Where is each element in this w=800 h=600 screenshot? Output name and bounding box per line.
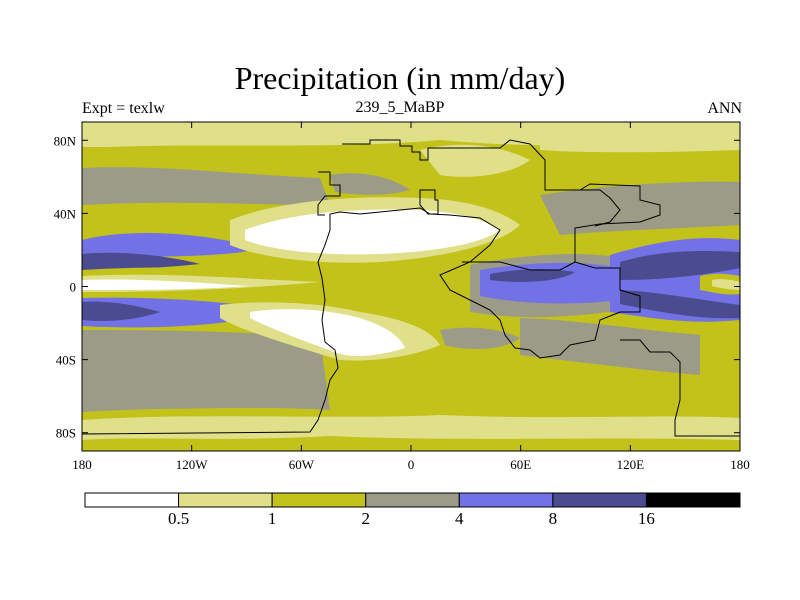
colorbar: 0.5 1 2 4 8 16 bbox=[84, 492, 741, 528]
band-north-pacific-dark bbox=[82, 252, 200, 270]
indian-ocean-dark bbox=[490, 269, 575, 282]
colorbar-level-label: 2 bbox=[361, 509, 370, 528]
colorbar-swatch bbox=[552, 492, 647, 508]
colorbar-swatch bbox=[458, 492, 554, 508]
lon-tick-label: 120W bbox=[176, 457, 209, 472]
season-label: ANN bbox=[707, 100, 742, 117]
indian-ocean-blue bbox=[480, 262, 620, 304]
latitude-axis: 80N 40N 0 40S 80S bbox=[54, 133, 740, 441]
colorbar-swatch bbox=[271, 492, 367, 508]
colorbar-level-label: 1 bbox=[268, 509, 277, 528]
colorbar-swatch bbox=[84, 492, 180, 508]
band-south-grey bbox=[82, 330, 330, 412]
lon-tick-label: 120E bbox=[617, 457, 645, 472]
band-south-polar-light bbox=[82, 415, 740, 440]
lat-tick-label: 80N bbox=[54, 133, 77, 148]
colorbar-level-label: 16 bbox=[638, 509, 655, 528]
north-continent-light bbox=[420, 144, 530, 177]
coastlines bbox=[82, 139, 740, 437]
experiment-label: Expt = texlw bbox=[82, 100, 165, 117]
chart-title: Precipitation (in mm/day) bbox=[234, 60, 566, 96]
south-dry-white bbox=[250, 309, 405, 356]
colorbar-level-label: 4 bbox=[455, 509, 464, 528]
lon-tick-label: 180 bbox=[72, 457, 92, 472]
west-pacific-dark bbox=[620, 251, 740, 280]
coastline-north-bay bbox=[317, 171, 341, 216]
coastline-south-east bbox=[620, 339, 740, 437]
lat-tick-label: 40S bbox=[56, 353, 76, 368]
north-dry-white bbox=[245, 209, 500, 255]
colorbar-level-label: 0.5 bbox=[168, 509, 189, 528]
colorbar-swatch bbox=[178, 492, 273, 508]
lon-tick-label: 60E bbox=[510, 457, 531, 472]
subtitle-label: 239_5_MaBP bbox=[355, 99, 445, 116]
lon-tick-label: 60W bbox=[289, 457, 315, 472]
coastline-inlet bbox=[419, 189, 439, 215]
colorbar-swatch bbox=[365, 492, 460, 508]
band-north-grey-east bbox=[540, 181, 740, 235]
band-south-pacific-dark bbox=[82, 301, 160, 322]
lat-tick-label: 0 bbox=[70, 280, 77, 295]
north-east-light bbox=[540, 127, 740, 153]
coastline-east bbox=[560, 189, 621, 227]
band-equatorial-white bbox=[82, 279, 250, 290]
longitude-axis: 180 120W 60W 0 60E 120E 180 bbox=[72, 122, 750, 472]
south-continent-grey bbox=[440, 327, 520, 350]
west-pacific-dark-south bbox=[620, 290, 740, 319]
band-north-grey bbox=[82, 167, 330, 205]
band-north-high bbox=[82, 122, 482, 136]
lat-tick-label: 40N bbox=[54, 206, 77, 221]
lat-tick-label: 80S bbox=[56, 426, 76, 441]
coastline-main bbox=[82, 139, 661, 435]
colorbar-swatch bbox=[645, 492, 741, 508]
east-equatorial-light bbox=[712, 279, 740, 290]
north-continent-grey bbox=[330, 173, 410, 195]
coastline-mid-east bbox=[462, 261, 576, 271]
south-indian-grey bbox=[520, 318, 700, 375]
band-north-pacific-blue bbox=[82, 233, 260, 258]
lon-tick-label: 180 bbox=[730, 457, 750, 472]
colorbar-level-label: 8 bbox=[549, 509, 558, 528]
lon-tick-label: 0 bbox=[408, 457, 415, 472]
